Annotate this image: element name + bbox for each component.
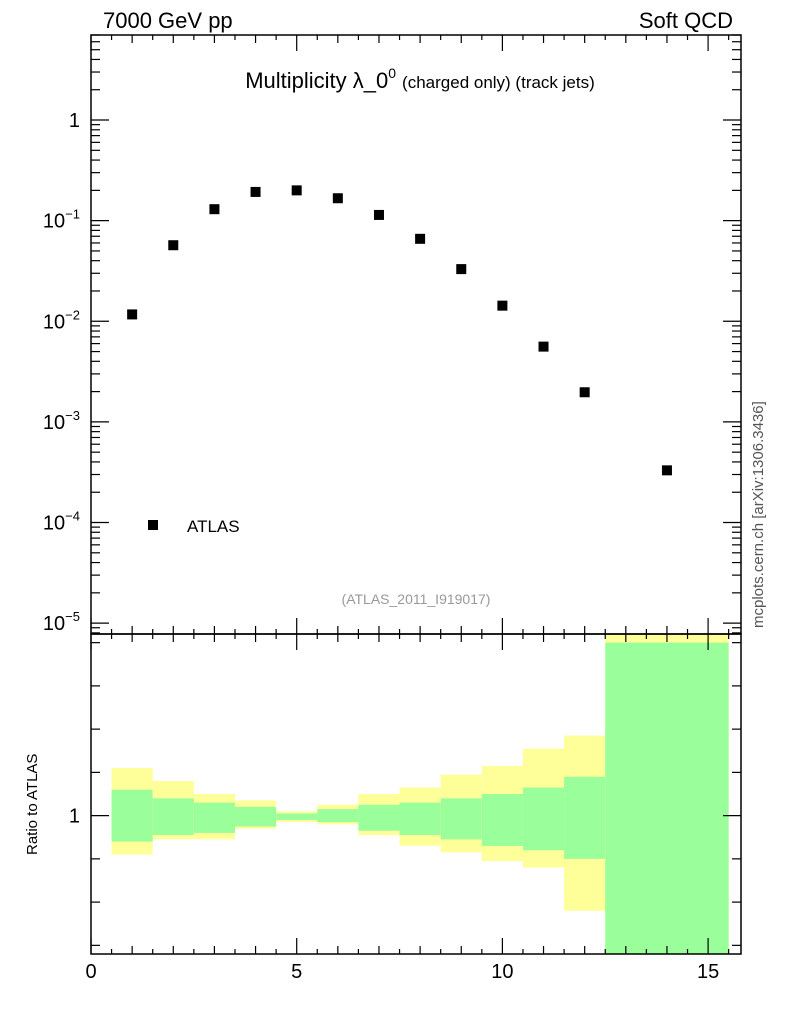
y-tick-label: 10−5 bbox=[43, 609, 80, 635]
header-left: 7000 GeV pp bbox=[103, 8, 233, 33]
x-tick-label: 15 bbox=[697, 961, 719, 983]
header-right: Soft QCD bbox=[639, 8, 733, 33]
legend-label: ATLAS bbox=[187, 517, 240, 536]
x-tick-label: 0 bbox=[85, 961, 96, 983]
ratio-y-tick-label: 1 bbox=[69, 806, 80, 828]
ratio-band-inner bbox=[440, 798, 482, 840]
data-point bbox=[538, 341, 549, 352]
y-tick-label: 10−2 bbox=[43, 307, 80, 333]
ratio-band-inner bbox=[564, 776, 606, 859]
data-point bbox=[456, 264, 467, 275]
x-tick-label: 5 bbox=[291, 961, 302, 983]
ratio-bands bbox=[111, 634, 729, 954]
chart-title-sub: (charged only) (track jets) bbox=[402, 73, 595, 92]
chart-title-main: Multiplicity λ_0 bbox=[245, 68, 388, 93]
y-tick-label: 1 bbox=[69, 110, 80, 132]
data-point bbox=[209, 204, 220, 215]
side-label: mcplots.cern.ch [arXiv:1306.3436] bbox=[750, 401, 767, 628]
ratio-axis-ticks: 0 5 10 15 1 bbox=[69, 634, 741, 983]
data-point bbox=[579, 387, 590, 398]
x-tick-label: 10 bbox=[491, 961, 513, 983]
ratio-band-inner bbox=[481, 794, 523, 846]
data-point bbox=[127, 309, 138, 320]
y-tick-label: 10−1 bbox=[43, 207, 80, 233]
ratio-ylabel: Ratio to ATLAS bbox=[24, 754, 41, 855]
main-axis-ticks: 10−5 10−4 10−3 10−2 10−1 1 bbox=[43, 34, 741, 635]
data-markers bbox=[127, 185, 672, 476]
ratio-plot-frame bbox=[90, 633, 742, 955]
ratio-band-inner bbox=[234, 806, 277, 827]
ratio-band-inner bbox=[276, 813, 318, 820]
ratio-band-inner bbox=[111, 789, 153, 842]
main-plot-frame bbox=[90, 34, 742, 635]
ratio-band-inner bbox=[522, 787, 565, 851]
data-point bbox=[250, 186, 261, 197]
data-point bbox=[661, 465, 672, 476]
ratio-band-inner bbox=[152, 798, 194, 836]
data-point bbox=[332, 193, 343, 204]
data-point bbox=[415, 233, 426, 244]
ratio-band-inner bbox=[193, 802, 235, 833]
y-tick-label: 10−4 bbox=[43, 509, 80, 535]
analysis-reference: (ATLAS_2011_I919017) bbox=[342, 591, 491, 607]
y-tick-label: 10−3 bbox=[43, 408, 80, 434]
data-point bbox=[497, 300, 508, 311]
data-point bbox=[373, 209, 384, 220]
ratio-band-inner bbox=[317, 809, 359, 823]
chart-title-sup: 0 bbox=[388, 65, 396, 81]
data-point bbox=[168, 240, 179, 251]
ratio-band-inner bbox=[399, 802, 441, 836]
ratio-band-inner bbox=[605, 642, 729, 954]
chart-title: Multiplicity λ_00 (charged only) (track j… bbox=[245, 65, 595, 93]
data-point bbox=[291, 185, 302, 196]
legend-marker bbox=[148, 520, 158, 530]
ratio-band-inner bbox=[358, 804, 400, 831]
